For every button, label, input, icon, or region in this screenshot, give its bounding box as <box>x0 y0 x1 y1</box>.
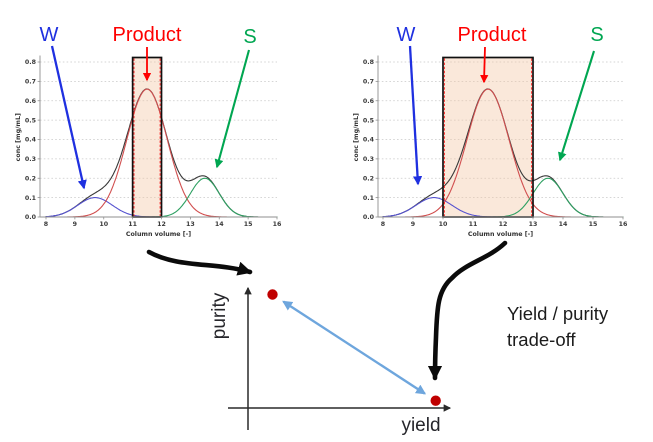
y-tick-label: 0.2 <box>25 175 36 182</box>
collection-window-layer <box>443 57 533 217</box>
chromatogram-left: 8 9 10 11 12 13 14 15 16 0.0 0.1 0.2 0.3 0.4 0.5 0.6 0.7… <box>15 24 282 238</box>
x-tick-label: 10 <box>99 221 108 228</box>
x-tick-label: 11 <box>128 221 137 228</box>
y-tick-label: 0.7 <box>25 79 36 86</box>
y-tick-label: 0.1 <box>25 195 36 202</box>
w-label-arrow-icon <box>408 45 423 186</box>
collection-window-fill <box>132 57 162 217</box>
tradeoff-diagram: purity yield <box>209 286 452 436</box>
s-label: S <box>243 26 256 48</box>
product-label: Product <box>458 24 527 46</box>
x-tick-label: 16 <box>619 221 628 228</box>
s-label-arrow-icon <box>214 49 251 169</box>
x-tick-label: 12 <box>157 221 166 228</box>
axis-labels-layer: 8 9 10 11 12 13 14 15 16 0.0 0.1 0.2 0.3 0.4 0.5 0.6 0.7… <box>15 59 282 238</box>
purity-axis-label: purity <box>209 292 230 339</box>
x-tick-label: 13 <box>186 221 195 228</box>
y-tick-label: 0.4 <box>363 137 375 144</box>
yield-axis-label: yield <box>401 415 440 436</box>
axis-labels-layer: 8 9 10 11 12 13 14 15 16 0.0 0.1 0.2 0.3 0.4 0.5 0.6 0.7… <box>353 59 628 238</box>
x-tick-label: 11 <box>469 221 478 228</box>
y-tick-label: 0.0 <box>363 214 375 221</box>
y-tick-label: 0.3 <box>25 156 36 163</box>
collection-window-layer <box>132 57 162 217</box>
y-tick-label: 0.8 <box>25 59 36 66</box>
axes-layer <box>37 55 278 220</box>
x-tick-label: 12 <box>499 221 508 228</box>
y-tick-label: 0.3 <box>363 156 374 163</box>
tradeoff-point-high-purity <box>267 289 278 300</box>
tradeoff-double-arrow-icon <box>282 300 427 395</box>
x-tick-label: 9 <box>73 221 77 228</box>
tradeoff-note-line2: trade-off <box>507 329 576 350</box>
y-tick-label: 0.4 <box>25 137 37 144</box>
x-axis-title: Column volume [-] <box>126 231 191 238</box>
s-label: S <box>590 24 603 46</box>
product-label-arrow-icon <box>480 46 489 84</box>
axes-layer <box>375 55 624 220</box>
collection-window-fill <box>443 57 533 217</box>
x-axis-title: Column volume [-] <box>468 231 533 238</box>
flow-arrow-left-icon <box>146 249 253 276</box>
y-tick-label: 0.7 <box>363 79 374 86</box>
x-tick-label: 15 <box>244 221 253 228</box>
x-tick-label: 14 <box>215 221 224 228</box>
tradeoff-note-line1: Yield / purity <box>507 303 609 324</box>
y-tick-label: 0.0 <box>25 214 37 221</box>
y-tick-label: 0.5 <box>363 117 374 124</box>
x-tick-label: 14 <box>559 221 568 228</box>
y-tick-label: 0.6 <box>363 98 375 105</box>
flow-arrow-right-icon <box>427 240 508 381</box>
y-tick-label: 0.8 <box>363 59 374 66</box>
y-axis-title: conc [mg/mL] <box>353 113 360 161</box>
w-label: W <box>397 24 416 46</box>
y-tick-label: 0.2 <box>363 175 374 182</box>
x-tick-label: 16 <box>273 221 282 228</box>
product-label: Product <box>113 24 182 46</box>
y-tick-label: 0.6 <box>25 98 37 105</box>
s-label-arrow-icon <box>558 50 596 162</box>
x-tick-label: 8 <box>381 221 385 228</box>
x-tick-label: 15 <box>589 221 598 228</box>
x-tick-label: 8 <box>44 221 48 228</box>
x-tick-label: 10 <box>439 221 448 228</box>
x-tick-label: 13 <box>529 221 538 228</box>
y-tick-label: 0.5 <box>25 117 36 124</box>
gridlines-layer <box>40 61 277 198</box>
chromatogram-right: 8 9 10 11 12 13 14 15 16 0.0 0.1 0.2 0.3 0.4 0.5 0.6 0.7… <box>353 24 628 238</box>
gridlines-layer <box>378 61 623 198</box>
w-label: W <box>40 24 59 46</box>
tradeoff-point-high-yield <box>430 395 441 406</box>
y-axis-title: conc [mg/mL] <box>15 113 22 161</box>
x-tick-label: 9 <box>411 221 415 228</box>
y-tick-label: 0.1 <box>363 195 374 202</box>
w-label-arrow-icon <box>50 45 87 190</box>
